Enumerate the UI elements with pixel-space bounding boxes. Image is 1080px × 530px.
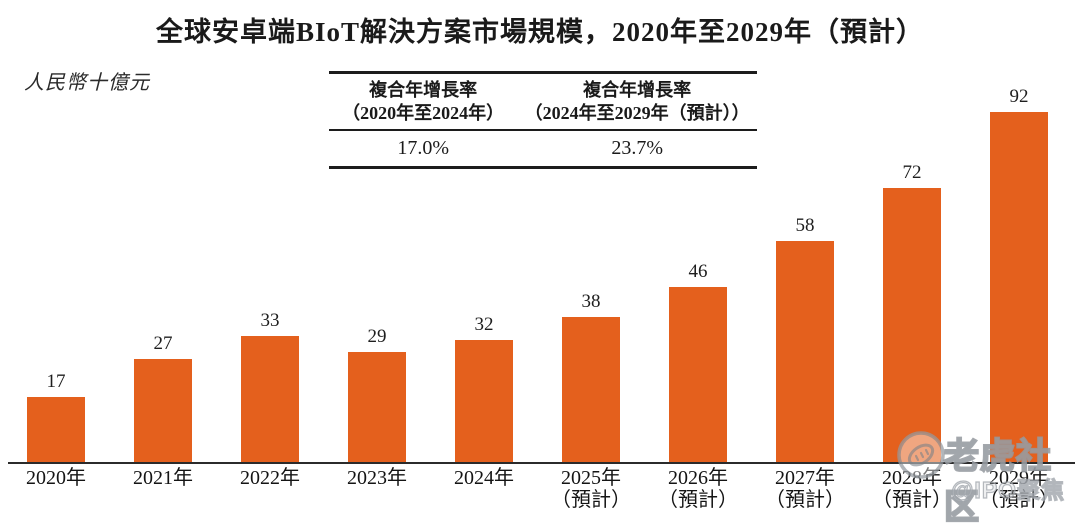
bar-group-2024年: 32 [431, 0, 538, 462]
y-axis-unit-label: 人民幣十億元 [24, 72, 150, 94]
x-axis-label-year: 2023年 [347, 467, 407, 489]
cagr-value-2020-2024: 17.0% [397, 137, 449, 160]
x-axis-label-2023年: 2023年 [324, 467, 431, 489]
x-axis-label-forecast-note: （預計） [551, 489, 631, 511]
cagr-table-header-row: 複合年增長率 （2020年至2024年） 複合年增長率 （2024年至2029年… [329, 74, 757, 132]
cagr-table-value-row: 17.0% 23.7% [329, 131, 757, 166]
x-axis-label-year: 2025年 [561, 467, 621, 489]
x-axis-label-year: 2024年 [454, 467, 514, 489]
bar-value-label: 29 [367, 326, 387, 347]
x-axis-label-year: 2027年 [775, 467, 835, 489]
bar-group-2022年: 33 [217, 0, 324, 462]
bar [562, 317, 620, 462]
x-axis-label-year: 2029年 [989, 467, 1049, 489]
bar [669, 287, 727, 462]
bar-value-label: 38 [581, 291, 601, 312]
cagr-table: 複合年增長率 （2020年至2024年） 複合年增長率 （2024年至2029年… [329, 71, 757, 169]
cagr-header-2024-2029: 複合年增長率 （2024年至2029年（預計）） [517, 79, 757, 125]
bar-value-label: 46 [688, 261, 708, 282]
cagr-header-line1: 複合年增長率 [583, 80, 692, 100]
x-axis-label-2020年: 2020年 [3, 467, 110, 489]
bar [348, 352, 406, 462]
x-axis-label-2021年: 2021年 [110, 467, 217, 489]
bar-value-label: 58 [795, 215, 815, 236]
bar [455, 340, 513, 462]
bar [134, 359, 192, 462]
bar-value-label: 27 [153, 333, 173, 354]
bar-value-label: 72 [902, 162, 922, 183]
x-axis-label-year: 2020年 [26, 467, 86, 489]
bar [241, 336, 299, 462]
x-axis-label-2022年: 2022年 [217, 467, 324, 489]
bar-group-2021年: 27 [110, 0, 217, 462]
tiger-circle-icon [895, 429, 947, 486]
cagr-header-line1: 複合年增長率 [369, 80, 478, 100]
bar-group-2025年: 38 [538, 0, 645, 462]
bar-value-label: 17 [46, 371, 66, 392]
bar-value-label: 92 [1009, 86, 1029, 107]
bar [883, 188, 941, 462]
x-axis-label-2025年: 2025年 （預計） [538, 467, 645, 511]
watermark-handle-text: @IPO聚焦 [950, 476, 1066, 503]
bar-group-2026年: 46 [645, 0, 752, 462]
watermark-brand-text: 老虎社区 [943, 436, 1053, 528]
cagr-value-2024-2029: 23.7% [611, 137, 663, 160]
x-axis-label-forecast-note: （預計） [765, 489, 845, 511]
cagr-header-2020-2024: 複合年增長率 （2020年至2024年） [329, 79, 517, 125]
x-axis-label-year: 2028年 [882, 467, 942, 489]
bar-group-2023年: 29 [324, 0, 431, 462]
bar-group-2020年: 17 [3, 0, 110, 462]
x-axis-label-2028年: 2028年 （預計） [859, 467, 966, 511]
bar-value-label: 33 [260, 310, 280, 331]
x-axis-label-forecast-note: （預計） [979, 489, 1059, 511]
cagr-header-line2: （2020年至2024年） [342, 103, 505, 124]
bar-value-label: 32 [474, 314, 494, 335]
x-axis-label-2026年: 2026年 （預計） [645, 467, 752, 511]
bar-group-2028年: 72 [859, 0, 966, 462]
bar-group-2029年: 92 [966, 0, 1073, 462]
x-axis-label-2027年: 2027年 （預計） [752, 467, 859, 511]
x-axis-label-year: 2026年 [668, 467, 728, 489]
bar-group-2027年: 58 [752, 0, 859, 462]
bar [27, 397, 85, 462]
x-axis-label-forecast-note: （預計） [658, 489, 738, 511]
x-axis-label-year: 2021年 [133, 467, 193, 489]
chart-title: 全球安卓端BIoT解決方案市場規模，2020年至2029年（預計） [155, 17, 925, 47]
x-axis-line [8, 462, 1075, 464]
x-axis-label-2024年: 2024年 [431, 467, 538, 489]
bar [776, 241, 834, 462]
x-axis-label-forecast-note: （預計） [872, 489, 952, 511]
x-axis-label-year: 2022年 [240, 467, 300, 489]
bar [990, 112, 1048, 462]
x-axis-label-2029年: 2029年 （預計） [966, 467, 1073, 511]
cagr-header-line2: （2024年至2029年（預計）） [524, 103, 750, 124]
